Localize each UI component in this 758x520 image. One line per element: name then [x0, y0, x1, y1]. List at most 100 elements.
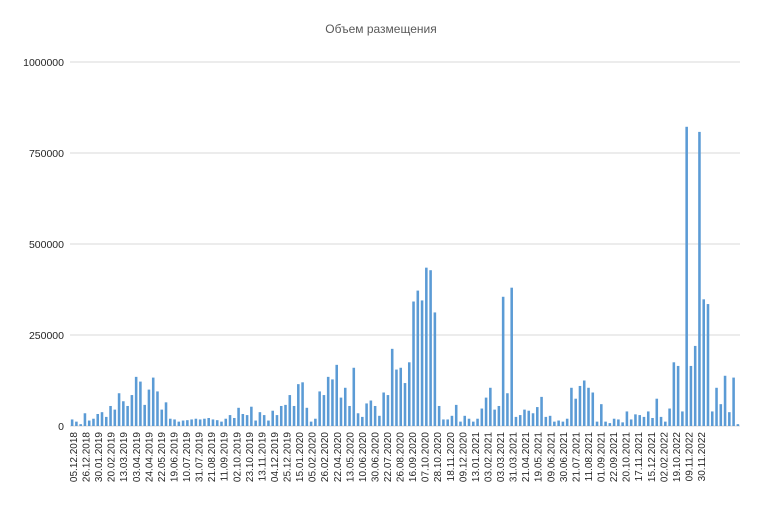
x-tick-label: 18.11.2020 [446, 432, 457, 482]
bar [284, 404, 287, 426]
x-tick-label: 22.09.2021 [609, 432, 620, 482]
bar [578, 385, 582, 426]
bar [681, 411, 684, 426]
bars [70, 126, 740, 426]
bar [536, 407, 539, 426]
bar [288, 395, 292, 426]
bar [612, 418, 616, 426]
x-tick-label: 21.04.2021 [521, 432, 532, 482]
bar [544, 416, 548, 426]
bar [348, 405, 351, 426]
bar [177, 421, 181, 426]
bar [506, 393, 509, 426]
bar [723, 375, 727, 426]
bar [501, 296, 505, 426]
bar [625, 411, 629, 426]
bar [194, 418, 198, 426]
bar [83, 413, 87, 426]
bar [463, 415, 467, 426]
x-tick-label: 09.06.2021 [546, 432, 557, 482]
x-tick-label: 31.03.2021 [509, 432, 520, 482]
x-tick-label: 11.08.2021 [584, 432, 595, 482]
x-tick-label: 01.09.2021 [597, 432, 608, 482]
bar [207, 417, 210, 426]
gridlines [70, 61, 740, 427]
x-tick-label: 30.06.2020 [370, 432, 381, 482]
bar [117, 393, 121, 426]
bar [250, 406, 253, 426]
bar [365, 403, 368, 426]
bar [262, 415, 266, 426]
bar [352, 367, 356, 426]
x-tick-label: 26.02.2020 [320, 432, 331, 482]
bar [224, 418, 228, 426]
bar [557, 420, 560, 426]
bar [87, 420, 91, 426]
bar [181, 420, 185, 426]
bar [228, 415, 232, 426]
bar [297, 384, 300, 426]
bar [617, 419, 620, 426]
bar [510, 287, 513, 426]
bar [497, 405, 501, 426]
bar [399, 367, 403, 426]
y-tick-label: 1000000 [23, 57, 64, 69]
bar [126, 405, 129, 426]
x-tick-label: 13.05.2020 [345, 432, 356, 482]
bar [412, 301, 415, 426]
bar [130, 395, 134, 426]
bar [75, 421, 78, 426]
bar [70, 419, 74, 426]
bar [134, 376, 138, 426]
bar [164, 402, 168, 426]
x-tick-label: 10.07.2019 [182, 432, 193, 482]
x-tick-label: 13.03.2019 [119, 432, 130, 482]
bar [292, 405, 296, 426]
bar [305, 407, 309, 426]
bar [425, 267, 428, 426]
bar [279, 405, 283, 426]
bar [561, 421, 565, 426]
x-tick-label: 16.09.2020 [408, 432, 419, 482]
bar [719, 404, 723, 426]
bar [664, 421, 667, 426]
bar [638, 415, 641, 426]
bar [698, 131, 701, 426]
bar [220, 421, 223, 426]
bar [211, 419, 215, 426]
y-tick-label: 750000 [29, 148, 64, 160]
bar [203, 418, 206, 426]
bar [565, 418, 569, 426]
bar [92, 418, 95, 426]
bar [356, 413, 360, 426]
bar [420, 300, 424, 426]
bar [326, 376, 330, 426]
bar [582, 380, 586, 426]
x-tick-label: 30.01.2019 [94, 432, 105, 482]
x-tick-label: 11.09.2019 [220, 432, 231, 482]
bar [587, 387, 590, 426]
x-tick-label: 20.10.2021 [622, 432, 633, 482]
x-tick-label: 23.10.2019 [245, 432, 256, 482]
bar [318, 391, 321, 426]
bar [190, 419, 193, 426]
bar [446, 419, 449, 426]
bar [109, 405, 112, 426]
bar [309, 421, 313, 426]
x-tick-label: 07.10.2020 [421, 432, 432, 482]
x-tick-label: 22.07.2020 [383, 432, 394, 482]
bar [113, 409, 117, 426]
bar [373, 405, 377, 426]
bar [728, 412, 731, 426]
x-tick-label: 20.02.2019 [107, 432, 118, 482]
bar [659, 416, 663, 426]
bar [382, 392, 385, 426]
bar [450, 415, 454, 426]
bar [459, 421, 462, 426]
bar [553, 421, 556, 426]
bar [390, 348, 394, 426]
bar [331, 379, 334, 426]
bar [732, 377, 735, 426]
x-tick-label: 05.02.2020 [308, 432, 319, 482]
